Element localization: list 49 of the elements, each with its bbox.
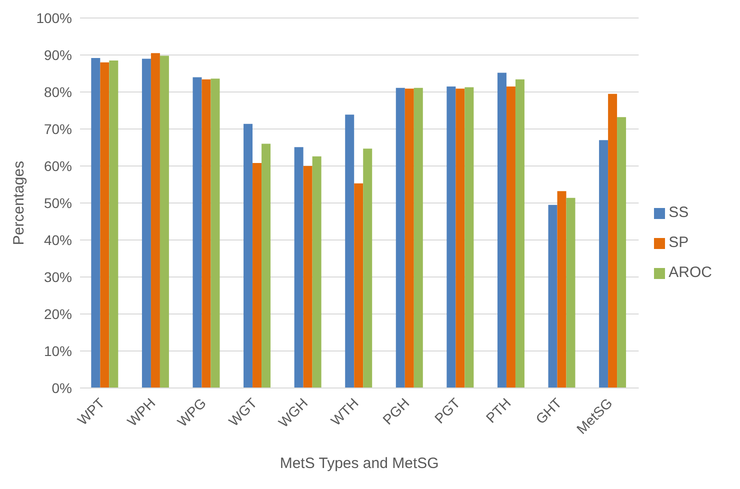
bar xyxy=(456,88,465,388)
bar xyxy=(210,78,220,388)
y-tick-label: 70% xyxy=(44,120,72,137)
bar xyxy=(515,79,524,388)
legend-label: SS xyxy=(668,204,689,221)
legend-label: AROC xyxy=(668,264,712,281)
bar xyxy=(312,156,322,388)
bar xyxy=(202,79,211,388)
bar xyxy=(617,117,626,388)
bar xyxy=(150,53,160,388)
bar xyxy=(446,86,456,388)
bar xyxy=(506,86,516,388)
bar xyxy=(252,163,262,388)
bar xyxy=(294,147,304,388)
y-tick-label: 60% xyxy=(44,158,72,174)
bar xyxy=(303,166,312,388)
bar xyxy=(109,60,118,388)
y-tick-label: 30% xyxy=(44,268,72,285)
bar xyxy=(414,88,423,388)
bar xyxy=(599,140,608,388)
bar xyxy=(244,124,253,388)
bar xyxy=(608,94,618,388)
y-tick-label: 80% xyxy=(44,84,72,100)
y-tick-label: 90% xyxy=(44,46,72,63)
y-tick-label: 100% xyxy=(36,10,72,26)
bar xyxy=(262,144,271,388)
bar xyxy=(396,88,405,388)
bar xyxy=(142,58,151,388)
x-axis-title: MetS Types and MetSG xyxy=(280,455,439,472)
legend-label: SP xyxy=(668,234,689,251)
bar xyxy=(404,88,414,388)
bar xyxy=(354,183,364,388)
bar xyxy=(566,198,576,388)
y-tick-label: 20% xyxy=(44,306,72,322)
bar xyxy=(464,87,474,388)
bar xyxy=(363,148,372,388)
y-tick-label: 40% xyxy=(44,232,72,248)
bar xyxy=(548,204,558,388)
bar xyxy=(557,191,566,388)
y-tick-label: 10% xyxy=(44,342,72,359)
y-axis-title: Percentages xyxy=(10,160,28,246)
bar xyxy=(100,62,110,388)
bar xyxy=(91,58,100,388)
y-tick-label: 50% xyxy=(44,194,72,211)
bar xyxy=(345,114,354,388)
bar xyxy=(497,72,506,388)
y-tick-label: 0% xyxy=(52,380,72,396)
bar xyxy=(160,56,169,388)
bar xyxy=(192,77,202,388)
